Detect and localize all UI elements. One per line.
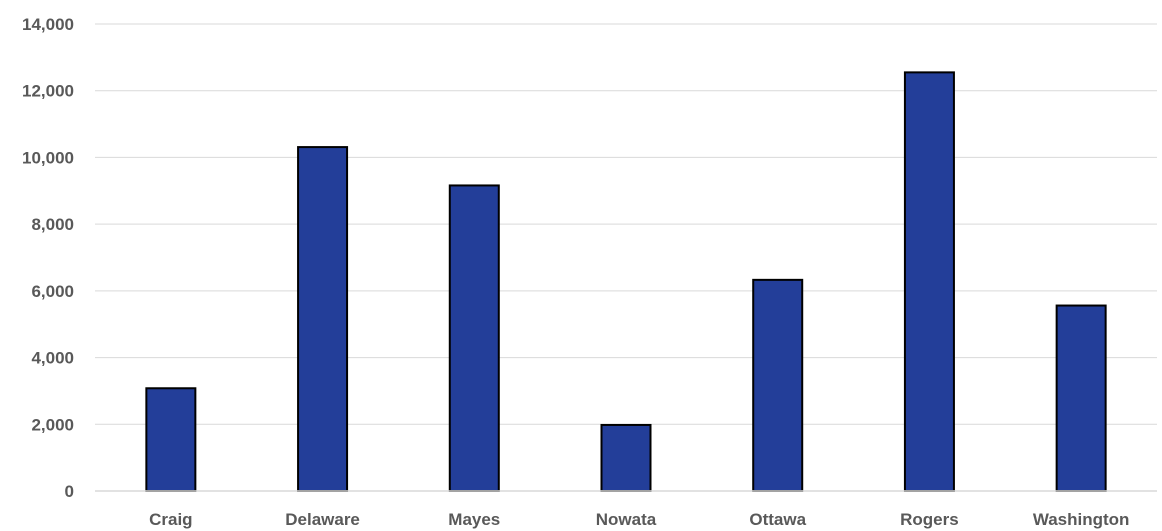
x-category-label: Craig	[149, 510, 192, 529]
gridlines	[95, 23, 1157, 425]
y-tick-label: 2,000	[31, 415, 74, 434]
bar-ottawa	[752, 278, 804, 492]
bar-mayes	[448, 184, 500, 492]
x-category-label: Nowata	[596, 510, 657, 529]
y-tick-label: 10,000	[22, 148, 74, 167]
x-axis-category-labels: Craig Delaware Mayes Nowata Ottawa Rogers Wash…	[149, 510, 1129, 529]
bars	[145, 71, 1107, 493]
x-category-label: Delaware	[285, 510, 360, 529]
y-tick-label: 8,000	[31, 215, 74, 234]
bar-washington	[1055, 304, 1107, 492]
bar-delaware	[297, 146, 349, 492]
bar-nowata	[600, 423, 652, 492]
y-tick-label: 14,000	[22, 15, 74, 34]
y-tick-label: 6,000	[31, 282, 74, 301]
x-category-label: Rogers	[900, 510, 959, 529]
bar-rogers	[903, 71, 955, 492]
y-axis-tick-labels: 0 2,000 4,000 6,000 8,000 10,000 12,000 14,000	[22, 15, 74, 501]
y-tick-label: 0	[65, 482, 74, 501]
y-tick-label: 4,000	[31, 349, 74, 368]
x-category-label: Mayes	[448, 510, 500, 529]
y-tick-label: 12,000	[22, 82, 74, 101]
x-category-label: Washington	[1033, 510, 1130, 529]
x-category-label: Ottawa	[749, 510, 806, 529]
bar-craig	[145, 387, 197, 493]
